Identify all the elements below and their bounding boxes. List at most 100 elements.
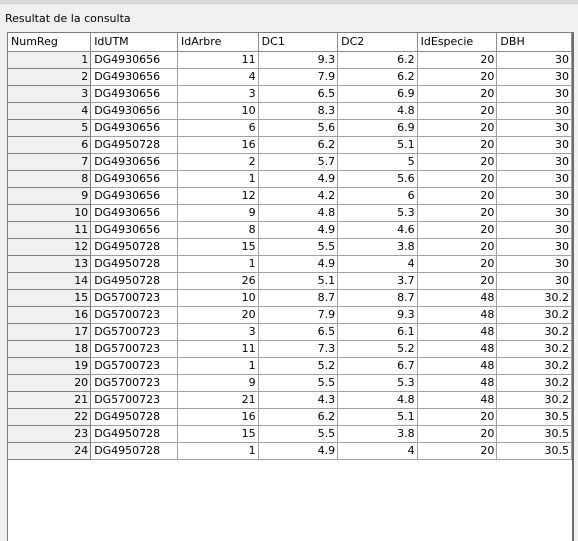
table-row[interactable]: 7 DG4930656 2 5.7 5 20 30 (8, 153, 572, 171)
idarbre-cell[interactable]: 16 (177, 136, 259, 154)
idutm-cell[interactable]: DG4930656 (90, 170, 179, 188)
row-number-cell[interactable]: 18 (8, 340, 92, 358)
idespecie-cell[interactable]: 20 (417, 119, 498, 137)
idutm-cell[interactable]: DG4950728 (90, 272, 179, 290)
idutm-cell[interactable]: DG4930656 (90, 153, 179, 171)
idespecie-cell[interactable]: 20 (417, 238, 498, 256)
idespecie-cell[interactable]: 20 (417, 102, 498, 120)
table-row[interactable]: 9 DG4930656 12 4.2 6 20 30 (8, 187, 572, 205)
idespecie-cell[interactable]: 20 (417, 136, 498, 154)
dc1-cell[interactable]: 4.3 (258, 391, 339, 409)
dc1-cell[interactable]: 7.9 (258, 68, 339, 86)
dc2-cell[interactable]: 5.1 (337, 408, 418, 426)
column-header-idarbre[interactable]: IdArbre (177, 33, 259, 52)
idespecie-cell[interactable]: 48 (417, 289, 498, 307)
dc1-cell[interactable]: 6.2 (258, 136, 339, 154)
row-number-cell[interactable]: 2 (8, 68, 92, 86)
row-number-cell[interactable]: 8 (8, 170, 92, 188)
idarbre-cell[interactable]: 9 (177, 374, 259, 392)
dbh-cell[interactable]: 30.2 (496, 340, 572, 358)
dc1-cell[interactable]: 4.9 (258, 255, 339, 273)
dc2-cell[interactable]: 4.8 (337, 391, 418, 409)
dbh-cell[interactable]: 30 (496, 51, 572, 69)
dbh-cell[interactable]: 30.2 (496, 289, 572, 307)
table-row[interactable]: 6 DG4950728 16 6.2 5.1 20 30 (8, 136, 572, 154)
idespecie-cell[interactable]: 48 (417, 306, 498, 324)
dc2-cell[interactable]: 4 (337, 255, 418, 273)
row-number-cell[interactable]: 12 (8, 238, 92, 256)
dc2-cell[interactable]: 6.7 (337, 357, 418, 375)
dc2-cell[interactable]: 6.2 (337, 51, 418, 69)
row-number-cell[interactable]: 21 (8, 391, 92, 409)
idarbre-cell[interactable]: 20 (177, 306, 259, 324)
dbh-cell[interactable]: 30.5 (496, 425, 572, 443)
dc2-cell[interactable]: 3.8 (337, 425, 418, 443)
table-row[interactable]: 4 DG4930656 10 8.3 4.8 20 30 (8, 102, 572, 120)
idutm-cell[interactable]: DG4950728 (90, 238, 179, 256)
dbh-cell[interactable]: 30 (496, 170, 572, 188)
row-number-cell[interactable]: 22 (8, 408, 92, 426)
idespecie-cell[interactable]: 20 (417, 187, 498, 205)
idespecie-cell[interactable]: 20 (417, 221, 498, 239)
row-number-cell[interactable]: 10 (8, 204, 92, 222)
idespecie-cell[interactable]: 20 (417, 255, 498, 273)
idarbre-cell[interactable]: 1 (177, 170, 259, 188)
dc1-cell[interactable]: 5.2 (258, 357, 339, 375)
idutm-cell[interactable]: DG4950728 (90, 136, 179, 154)
row-number-cell[interactable]: 20 (8, 374, 92, 392)
row-number-cell[interactable]: 7 (8, 153, 92, 171)
column-header-dc1[interactable]: DC1 (258, 33, 339, 52)
dc2-cell[interactable]: 5.3 (337, 204, 418, 222)
dc1-cell[interactable]: 5.7 (258, 153, 339, 171)
dc1-cell[interactable]: 8.3 (258, 102, 339, 120)
table-row[interactable]: 22 DG4950728 16 6.2 5.1 20 30.5 (8, 408, 572, 426)
row-number-cell[interactable]: 6 (8, 136, 92, 154)
column-header-idespecie[interactable]: IdEspecie (417, 33, 498, 52)
dc1-cell[interactable]: 6.5 (258, 85, 339, 103)
dc2-cell[interactable]: 6.9 (337, 119, 418, 137)
idarbre-cell[interactable]: 4 (177, 68, 259, 86)
row-number-cell[interactable]: 24 (8, 442, 92, 460)
dbh-cell[interactable]: 30 (496, 85, 572, 103)
dc1-cell[interactable]: 5.5 (258, 238, 339, 256)
row-number-cell[interactable]: 15 (8, 289, 92, 307)
dc2-cell[interactable]: 4 (337, 442, 418, 460)
dc2-cell[interactable]: 3.8 (337, 238, 418, 256)
idarbre-cell[interactable]: 15 (177, 238, 259, 256)
idarbre-cell[interactable]: 3 (177, 85, 259, 103)
dc2-cell[interactable]: 9.3 (337, 306, 418, 324)
idarbre-cell[interactable]: 26 (177, 272, 259, 290)
idutm-cell[interactable]: DG4930656 (90, 187, 179, 205)
dc1-cell[interactable]: 6.2 (258, 408, 339, 426)
dbh-cell[interactable]: 30 (496, 238, 572, 256)
idespecie-cell[interactable]: 48 (417, 374, 498, 392)
idutm-cell[interactable]: DG5700723 (90, 289, 179, 307)
table-row[interactable]: 11 DG4930656 8 4.9 4.6 20 30 (8, 221, 572, 239)
table-row[interactable]: 17 DG5700723 3 6.5 6.1 48 30.2 (8, 323, 572, 341)
table-row[interactable]: 19 DG5700723 1 5.2 6.7 48 30.2 (8, 357, 572, 375)
dc1-cell[interactable]: 4.2 (258, 187, 339, 205)
dbh-cell[interactable]: 30.5 (496, 442, 572, 460)
idarbre-cell[interactable]: 10 (177, 102, 259, 120)
table-row[interactable]: 5 DG4930656 6 5.6 6.9 20 30 (8, 119, 572, 137)
dbh-cell[interactable]: 30 (496, 68, 572, 86)
table-row[interactable]: 23 DG4950728 15 5.5 3.8 20 30.5 (8, 425, 572, 443)
idespecie-cell[interactable]: 20 (417, 425, 498, 443)
idutm-cell[interactable]: DG5700723 (90, 374, 179, 392)
table-row[interactable]: 3 DG4930656 3 6.5 6.9 20 30 (8, 85, 572, 103)
table-row[interactable]: 24 DG4950728 1 4.9 4 20 30.5 (8, 442, 572, 460)
dc1-cell[interactable]: 4.9 (258, 442, 339, 460)
idarbre-cell[interactable]: 16 (177, 408, 259, 426)
dc2-cell[interactable]: 5.2 (337, 340, 418, 358)
idespecie-cell[interactable]: 48 (417, 323, 498, 341)
idespecie-cell[interactable]: 48 (417, 340, 498, 358)
dc2-cell[interactable]: 6.1 (337, 323, 418, 341)
dbh-cell[interactable]: 30 (496, 204, 572, 222)
dbh-cell[interactable]: 30 (496, 187, 572, 205)
row-number-cell[interactable]: 14 (8, 272, 92, 290)
dbh-cell[interactable]: 30 (496, 272, 572, 290)
row-number-cell[interactable]: 19 (8, 357, 92, 375)
idutm-cell[interactable]: DG4950728 (90, 255, 179, 273)
dc2-cell[interactable]: 3.7 (337, 272, 418, 290)
dbh-cell[interactable]: 30 (496, 255, 572, 273)
